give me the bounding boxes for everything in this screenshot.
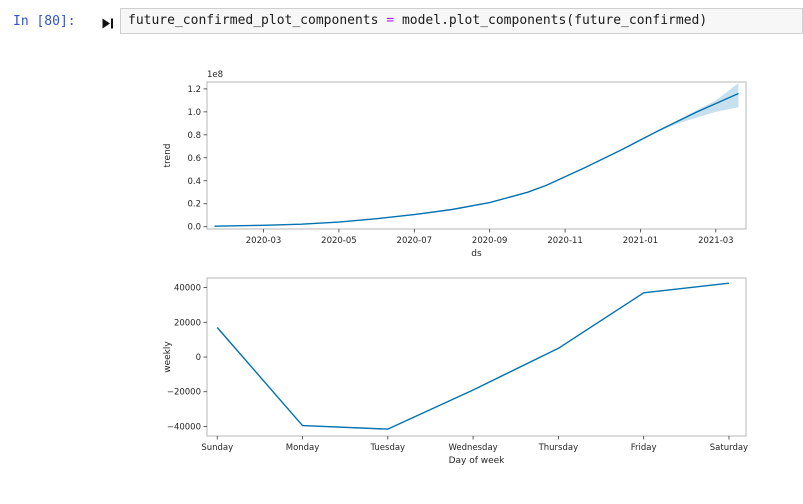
svg-text:2020-03: 2020-03 <box>246 236 282 246</box>
svg-text:0.6: 0.6 <box>187 154 201 164</box>
svg-text:−20000: −20000 <box>167 388 201 398</box>
svg-text:0.2: 0.2 <box>187 200 201 210</box>
svg-text:Wednesday: Wednesday <box>448 443 497 453</box>
svg-text:0.4: 0.4 <box>187 177 201 187</box>
svg-text:2020-11: 2020-11 <box>547 236 583 246</box>
svg-text:Sunday: Sunday <box>201 443 233 453</box>
svg-text:0.8: 0.8 <box>187 131 201 141</box>
svg-text:Day of week: Day of week <box>449 456 506 466</box>
svg-text:1.2: 1.2 <box>187 85 201 95</box>
svg-text:Thursday: Thursday <box>538 443 579 453</box>
svg-text:2021-03: 2021-03 <box>698 236 734 246</box>
input-prompt: In [80]: <box>13 14 76 29</box>
trend-chart: 2020-03 2020-05 2020-07 2020-09 2020-11 2021-… <box>163 70 747 259</box>
svg-text:20000: 20000 <box>174 318 201 328</box>
weekly-chart: Sunday Monday Tuesday Wednesday Thursday Frid… <box>163 277 748 466</box>
play-bar-icon <box>102 18 113 29</box>
run-icon[interactable] <box>102 15 114 29</box>
svg-text:ds: ds <box>471 249 482 259</box>
svg-text:2020-07: 2020-07 <box>397 236 433 246</box>
code-operator: = <box>386 13 395 28</box>
svg-text:trend: trend <box>163 144 173 168</box>
code-input[interactable]: future_confirmed_plot_components = model… <box>120 8 803 34</box>
svg-text:0: 0 <box>196 353 201 363</box>
code-variable: future_confirmed_plot_components <box>128 13 379 28</box>
svg-text:2021-01: 2021-01 <box>623 236 659 246</box>
svg-text:−40000: −40000 <box>167 422 201 432</box>
plot-components-figure: 2020-03 2020-05 2020-07 2020-09 2020-11 2021-… <box>0 56 803 496</box>
svg-text:Friday: Friday <box>631 443 657 453</box>
svg-text:weekly: weekly <box>163 341 173 373</box>
svg-text:Tuesday: Tuesday <box>370 443 406 453</box>
svg-text:40000: 40000 <box>174 284 201 294</box>
svg-text:2020-05: 2020-05 <box>321 236 357 246</box>
svg-text:0.0: 0.0 <box>187 223 201 233</box>
svg-text:2020-09: 2020-09 <box>472 236 508 246</box>
svg-text:1.0: 1.0 <box>187 108 201 118</box>
svg-text:1e8: 1e8 <box>207 70 223 80</box>
code-expression: model.plot_components(future_confirmed) <box>401 13 708 28</box>
svg-text:Monday: Monday <box>286 443 320 453</box>
svg-text:Saturday: Saturday <box>710 443 748 453</box>
